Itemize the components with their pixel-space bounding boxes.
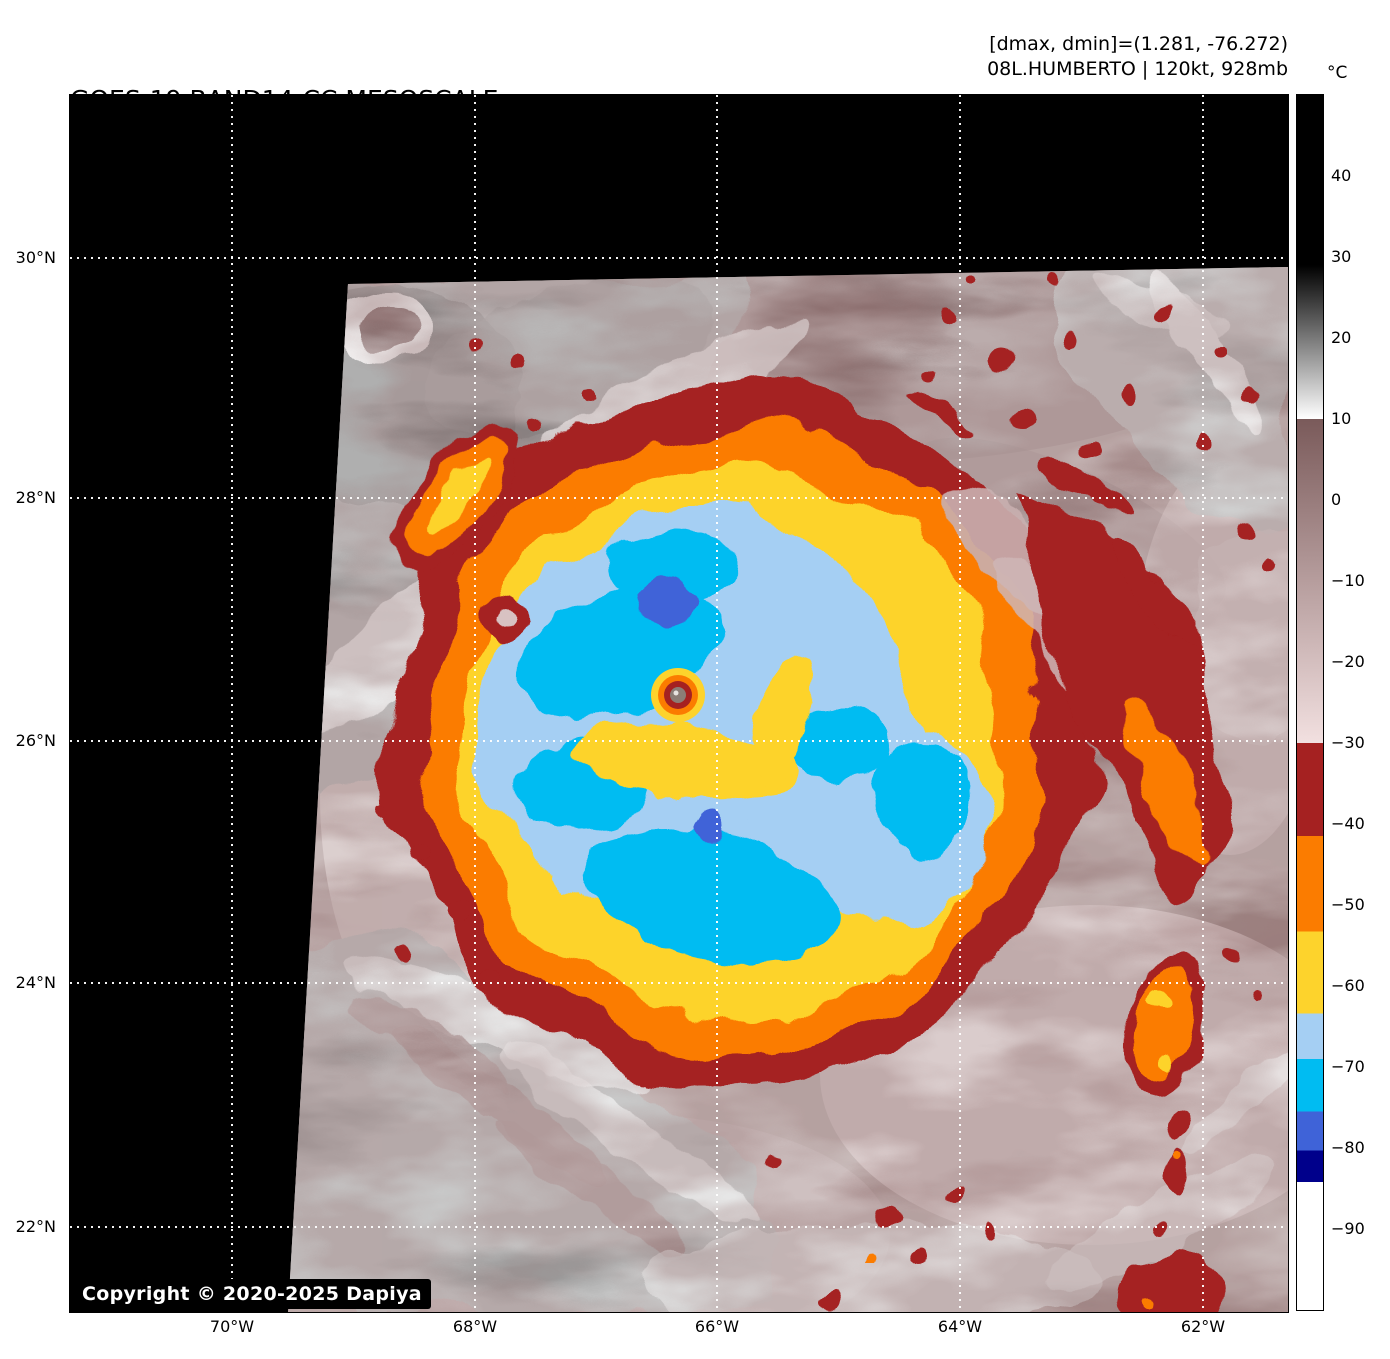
colorbar-tick-label: 40 [1331,166,1352,185]
colorbar-tick-label: −40 [1331,814,1365,833]
latitude-gridline [70,497,1288,499]
longitude-gridline [231,95,233,1312]
latitude-gridline [70,257,1288,259]
longitude-tick-label: 70°W [209,1317,255,1336]
latitude-gridline [70,1226,1288,1228]
colorbar-tick-label: 10 [1331,409,1352,428]
latitude-tick-label: 28°N [15,488,56,507]
dmax-dmin-readout: [dmax, dmin]=(1.281, -76.272) [989,33,1288,55]
longitude-tick-label: 62°W [1180,1317,1226,1336]
colorbar-tick-label: −90 [1331,1219,1365,1238]
colorbar-tick-label: −50 [1331,895,1365,914]
colorbar-tick-label: −10 [1331,571,1365,590]
hurricane-eye [651,668,705,722]
colorbar-tick-label: −30 [1331,733,1365,752]
satellite-imagery [288,267,1288,1312]
mesoscale-swath [288,267,1288,1312]
se-convective-cell [1118,957,1226,1312]
colorbar-tick-label: −60 [1331,976,1365,995]
colorbar-unit-label: °C [1327,63,1348,83]
latitude-tick-label: 26°N [15,731,56,750]
colorbar-tick-label: −70 [1331,1057,1365,1076]
colorbar-tick-label: −20 [1331,652,1365,671]
latitude-tick-label: 24°N [15,973,56,992]
colorbar-tick-label: 30 [1331,247,1352,266]
longitude-gridline [474,95,476,1312]
colorbar-tick-label: 20 [1331,328,1352,347]
satellite-map: Copyright © 2020-2025 Dapiya [70,95,1288,1312]
longitude-tick-label: 64°W [937,1317,983,1336]
longitude-gridline [959,95,961,1312]
longitude-tick-label: 66°W [694,1317,740,1336]
storm-name-intensity: 08L.HUMBERTO | 120kt, 928mb [987,58,1288,80]
colorbar-tick-label: −80 [1331,1138,1365,1157]
copyright-badge: Copyright © 2020-2025 Dapiya [73,1279,431,1309]
latitude-gridline [70,982,1288,984]
latitude-gridline [70,740,1288,742]
longitude-gridline [1202,95,1204,1312]
longitude-gridline [716,95,718,1312]
latitude-tick-label: 22°N [15,1217,56,1236]
colorbar-tick-label: 0 [1331,490,1342,509]
colorbar [1297,95,1323,1310]
latitude-tick-label: 30°N [15,248,56,267]
storm-info: [dmax, dmin]=(1.281, -76.272) 08L.HUMBER… [987,32,1288,82]
longitude-tick-label: 68°W [452,1317,498,1336]
